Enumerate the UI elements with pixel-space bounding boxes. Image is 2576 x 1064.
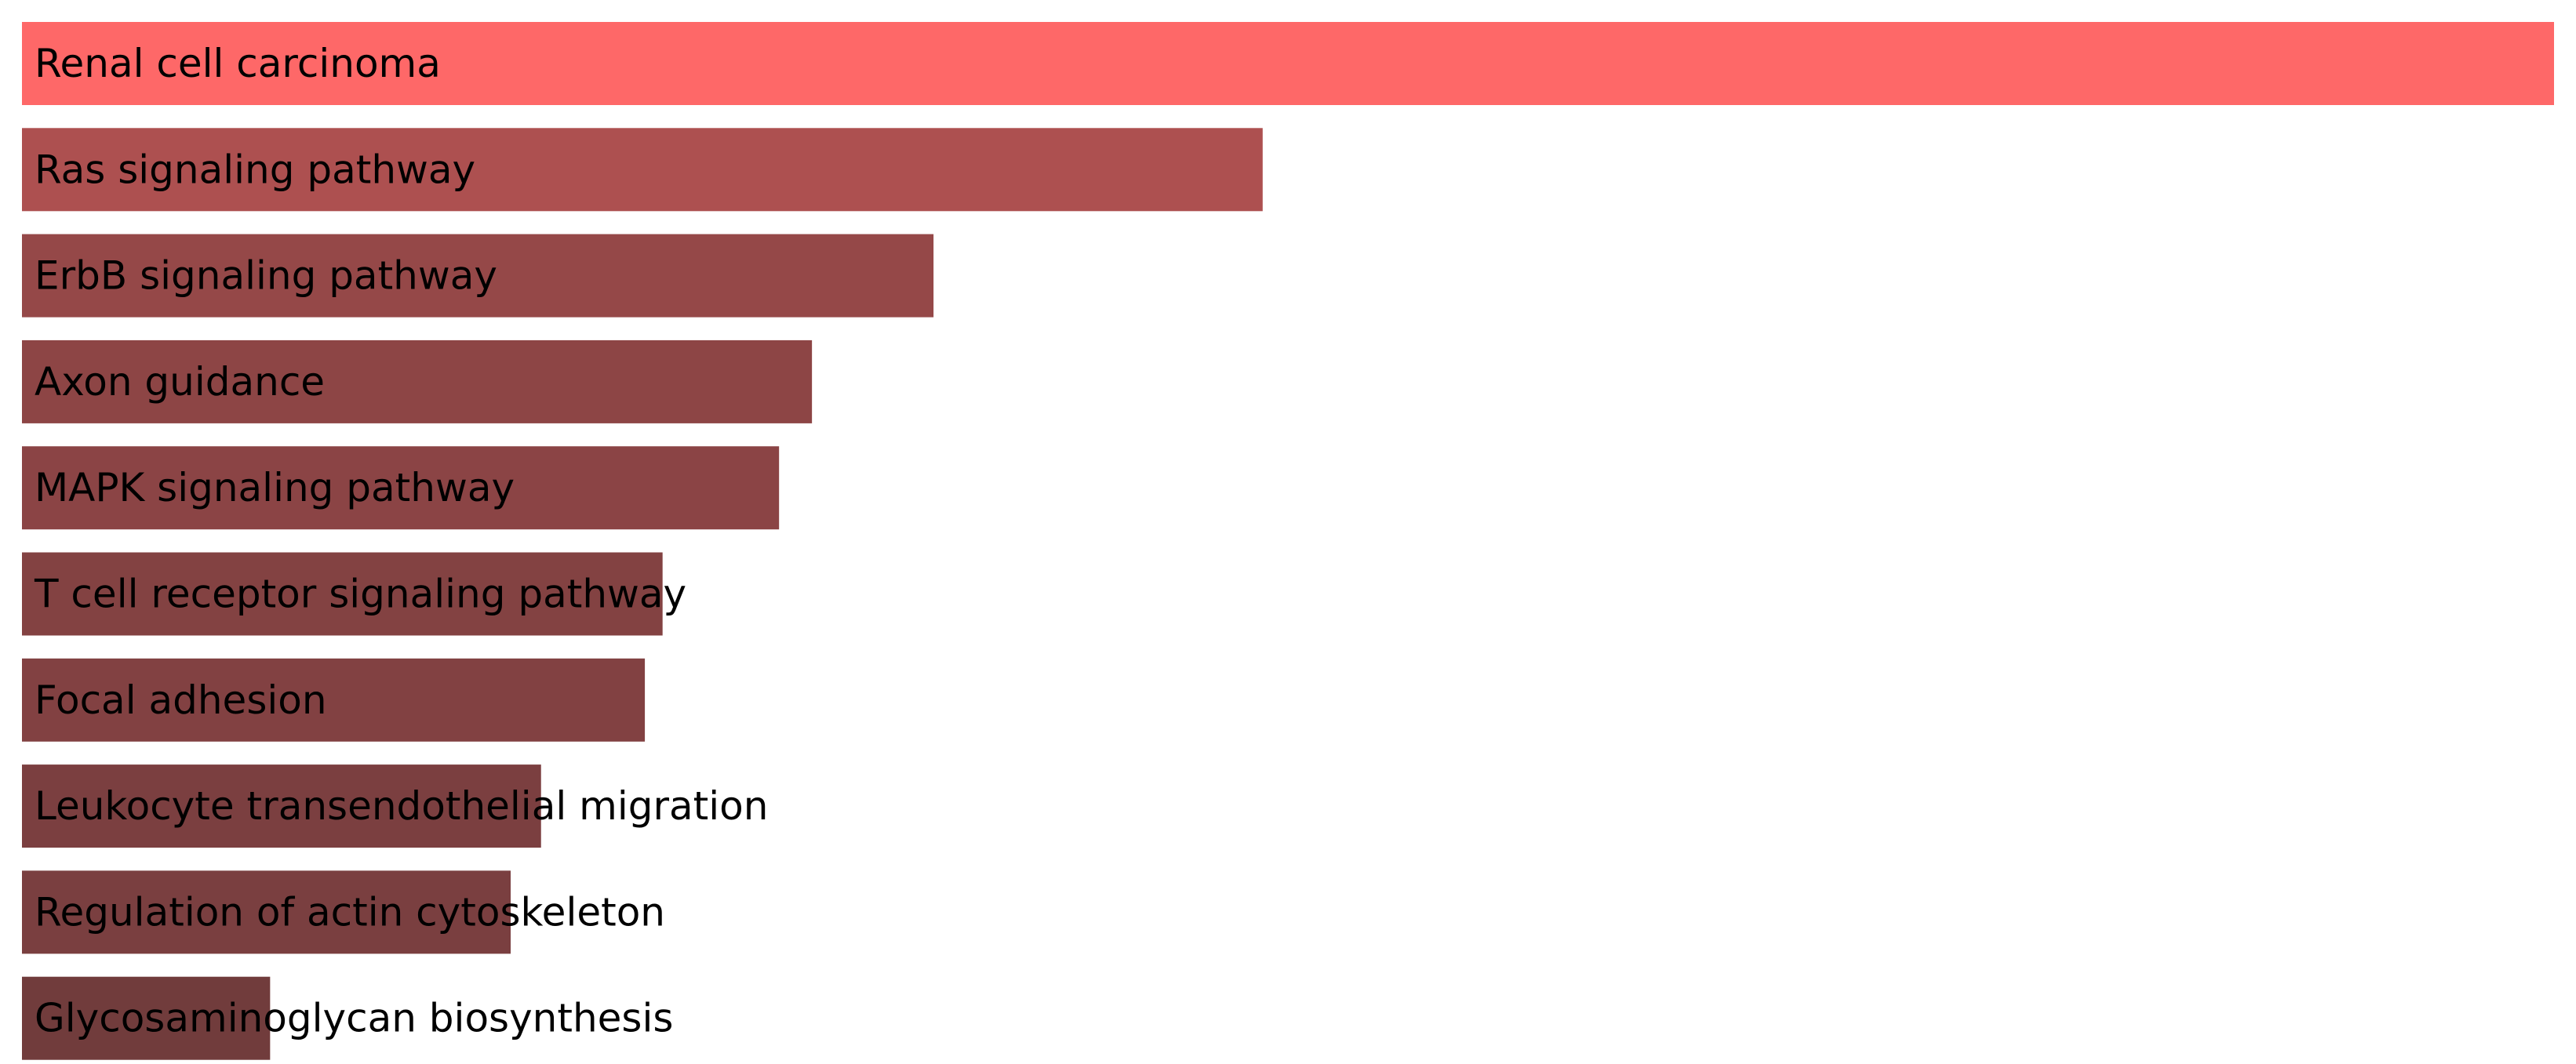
bar-label-4: Axon guidance	[35, 359, 325, 405]
bar-label-5: MAPK signaling pathway	[35, 465, 515, 510]
bar-label-8: Leukocyte transendothelial migration	[35, 783, 768, 829]
bar-7	[22, 658, 646, 742]
bar-label-1: Renal cell carcinoma	[35, 41, 441, 86]
bar-label-9: Regulation of actin cytoskeleton	[35, 889, 665, 935]
bar-label-6: T cell receptor signaling pathway	[34, 572, 686, 617]
bar-8	[22, 764, 541, 848]
bar-1	[22, 22, 2554, 105]
bar-3	[22, 234, 934, 318]
bar-5	[22, 446, 780, 530]
bar-10	[22, 976, 271, 1060]
labels-layer: Renal cell carcinoma Ras signaling pathwa…	[34, 41, 768, 1041]
bar-2	[22, 128, 1263, 212]
bars-layer	[22, 22, 2554, 1060]
bar-4	[22, 340, 813, 423]
bar-6	[22, 552, 663, 636]
bar-label-3: ErbB signaling pathway	[35, 253, 497, 299]
bar-label-10: Glycosaminoglycan biosynthesis	[35, 996, 673, 1041]
bar-9	[22, 870, 511, 954]
bar-label-2: Ras signaling pathway	[35, 147, 475, 192]
bar-label-7: Focal adhesion	[35, 677, 327, 723]
